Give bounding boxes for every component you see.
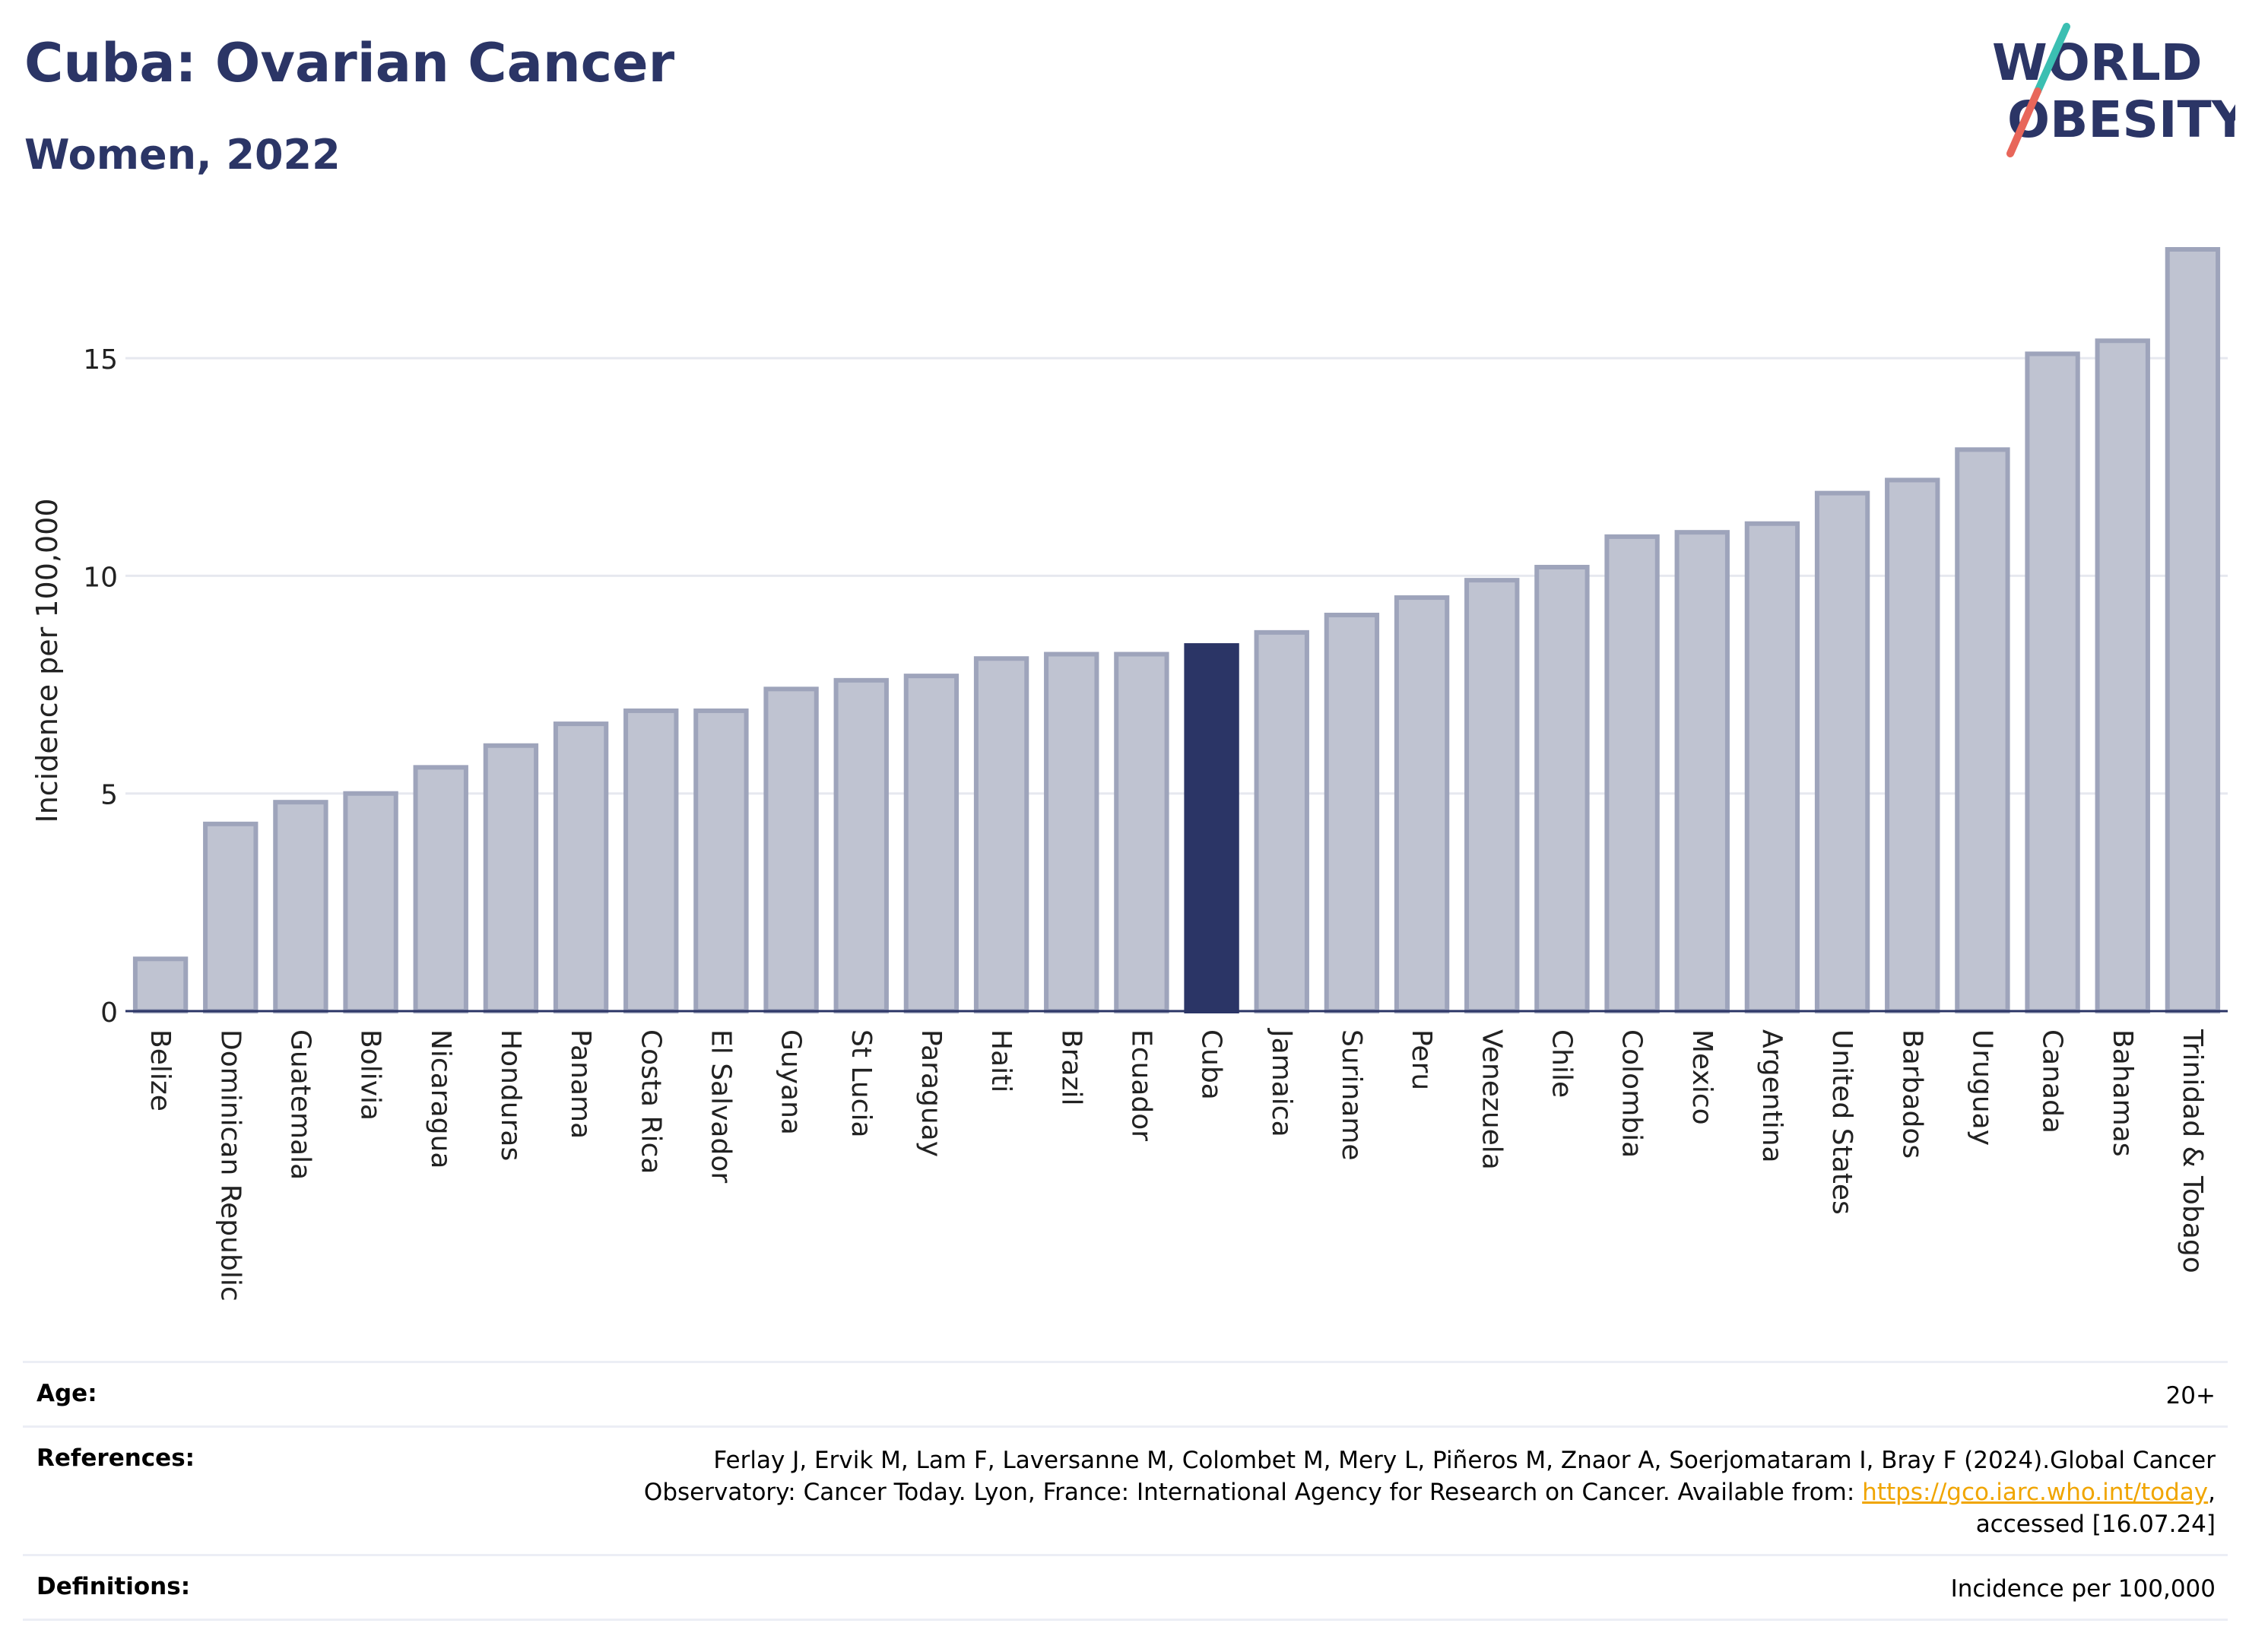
bar-uruguay — [1955, 447, 2010, 1013]
bar-mexico — [1674, 530, 1730, 1013]
y-tick-label: 10 — [83, 562, 118, 593]
x-tick-label: Guyana — [776, 1029, 807, 1135]
y-tick-label: 15 — [83, 344, 118, 376]
bar-argentina — [1744, 521, 1800, 1013]
references-link[interactable]: https://gco.iarc.who.int/today — [1862, 1479, 2209, 1506]
bar-barbados — [1885, 477, 1940, 1013]
x-tick-label: Ecuador — [1125, 1029, 1156, 1141]
bar-bolivia — [343, 791, 398, 1013]
bar-peru — [1394, 595, 1450, 1013]
footer-row-age: Age: 20+ — [23, 1361, 2228, 1425]
x-tick-label: Canada — [2037, 1029, 2068, 1134]
chart-title: Cuba: Ovarian Cancer — [24, 32, 675, 94]
x-tick-label: Dominican Republic — [214, 1029, 246, 1302]
x-tick-label: Venezuela — [1476, 1029, 1507, 1170]
bar-canada — [2025, 351, 2080, 1014]
bar-suriname — [1324, 612, 1380, 1013]
bar-brazil — [1044, 652, 1099, 1014]
bar-guatemala — [273, 800, 328, 1014]
bar-chart: 0 5 10 15 Belize Dominican Republic Guatemala… — [30, 247, 2228, 1302]
y-tick-label: 0 — [100, 997, 118, 1029]
logo-slash-top — [2034, 23, 2070, 95]
x-tick-label: Argentina — [1756, 1029, 1787, 1163]
bar-panama — [553, 721, 609, 1013]
bar-venezuela — [1464, 578, 1520, 1013]
x-tick-label: Uruguay — [1966, 1029, 1997, 1146]
references-text: Ferlay J, Ervik M, Lam F, Laversanne M, … — [619, 1444, 2216, 1540]
x-tick-label: Costa Rica — [635, 1029, 666, 1174]
footer-row-definitions: Definitions: Incidence per 100,000 — [23, 1554, 2228, 1621]
definitions-label: Definitions: — [36, 1573, 191, 1600]
x-tick-label: Paraguay — [915, 1029, 947, 1157]
bar-united-states — [1814, 490, 1870, 1013]
bar-cuba — [1184, 643, 1239, 1013]
bar-ecuador — [1114, 652, 1169, 1014]
x-tick-label: Chile — [1546, 1029, 1577, 1098]
bar-jamaica — [1254, 629, 1309, 1013]
x-tick-label: Suriname — [1336, 1029, 1367, 1161]
references-text-part2: , accessed [16.07.24] — [1975, 1479, 2216, 1538]
world-obesity-logo: WORLD OBESITY — [1992, 23, 2235, 157]
x-tick-label: Nicaragua — [425, 1029, 456, 1168]
x-tick-label: Colombia — [1616, 1029, 1648, 1158]
x-tick-label: Barbados — [1896, 1029, 1927, 1159]
x-tick-label: Jamaica — [1266, 1028, 1297, 1137]
x-tick-label: Brazil — [1055, 1029, 1086, 1105]
definitions-value: Incidence per 100,000 — [1950, 1575, 2216, 1603]
x-tick-label: Guatemala — [284, 1029, 316, 1180]
chart-footer: Age: 20+ References: Ferlay J, Ervik M, … — [23, 1361, 2228, 1621]
bar-bahamas — [2095, 338, 2150, 1013]
x-tick-label: St Lucia — [845, 1029, 877, 1138]
x-tick-label: Peru — [1406, 1029, 1437, 1090]
x-tick-label: El Salvador — [705, 1029, 736, 1183]
bar-paraguay — [903, 674, 960, 1013]
bar-st-lucia — [833, 677, 889, 1013]
x-tick-label: Honduras — [495, 1029, 526, 1161]
x-tick-label: Belize — [144, 1029, 176, 1111]
bar-costa-rica — [623, 708, 679, 1013]
footer-row-references: References: Ferlay J, Ervik M, Lam F, La… — [23, 1425, 2228, 1554]
bar-chile — [1534, 564, 1590, 1013]
bar-guyana — [763, 686, 819, 1013]
x-axis-ticks: Belize Dominican Republic Guatemala Bolivia… — [144, 1028, 2208, 1302]
x-tick-label: Cuba — [1196, 1029, 1227, 1100]
x-tick-label: Bolivia — [355, 1029, 386, 1121]
logo-text-obesity: OBESITY — [2007, 90, 2235, 149]
y-tick-label: 5 — [100, 780, 118, 811]
age-label: Age: — [36, 1380, 97, 1407]
bar-dominican-republic — [203, 821, 259, 1014]
y-axis-label: Incidence per 100,000 — [30, 498, 64, 823]
x-tick-label: Haiti — [985, 1029, 1017, 1092]
x-tick-label: Mexico — [1686, 1029, 1718, 1125]
references-text-part1: Ferlay J, Ervik M, Lam F, Laversanne M, … — [643, 1447, 2216, 1506]
logo-text-world: WORLD — [1992, 33, 2203, 92]
bar-nicaragua — [413, 765, 468, 1013]
x-tick-label: United States — [1826, 1029, 1857, 1215]
x-tick-label: Trinidad & Tobago — [2177, 1029, 2208, 1273]
references-label: References: — [36, 1444, 195, 1472]
x-tick-label: Panama — [565, 1029, 596, 1139]
bar-honduras — [483, 743, 539, 1014]
bars — [132, 247, 2221, 1014]
x-tick-label: Bahamas — [2107, 1029, 2138, 1157]
bar-colombia — [1604, 534, 1660, 1013]
age-value: 20+ — [2165, 1382, 2216, 1409]
grid-lines — [125, 357, 2228, 795]
bar-trinidad-tobago — [2165, 247, 2221, 1013]
y-axis-ticks: 0 5 10 15 — [83, 344, 118, 1029]
bar-el-salvador — [693, 708, 749, 1013]
bar-haiti — [973, 656, 1029, 1014]
bar-belize — [132, 956, 189, 1013]
chart-subtitle: Women, 2022 — [24, 131, 341, 179]
logo-slash-bottom — [2006, 87, 2041, 157]
